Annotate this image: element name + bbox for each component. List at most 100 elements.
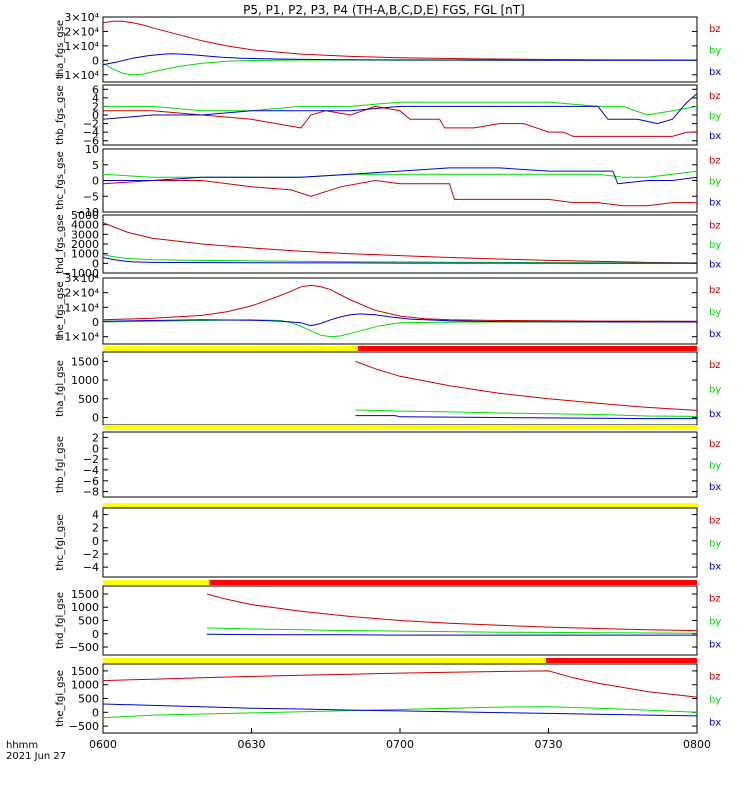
y-tick-label: 0: [92, 706, 99, 719]
y-tick-label: 0: [92, 628, 99, 641]
series-bx: [103, 313, 697, 327]
y-tick-label: 3×10⁴: [64, 11, 99, 24]
y-axis-label: tha_fgs_gse: [55, 20, 66, 79]
legend-bz: bz: [709, 439, 721, 450]
panel-thc_fgl_gse: 420−2−4 thc_fgl_gse bz by bx: [55, 503, 721, 578]
y-tick-label: −2: [83, 118, 99, 131]
series-bz: [103, 222, 697, 264]
y-tick-label: 1500: [71, 665, 99, 678]
y-axis-label: thb_fgl_gse: [55, 436, 66, 493]
y-tick-label: 3000: [71, 228, 99, 241]
panel-tha_fgl_gse: 1500 1000 500 0 tha_fgl_gse bz by bx: [55, 346, 721, 426]
chart-title: P5, P1, P2, P3, P4 (TH-A,B,C,D,E) FGS, F…: [243, 3, 525, 17]
x-tick-label: 0630: [238, 738, 266, 751]
mode-bar-slow: [103, 658, 547, 663]
y-tick-label: 5000: [71, 209, 99, 222]
y-tick-label: 0: [92, 442, 99, 455]
legend-by: by: [709, 461, 721, 472]
legend-bz: bz: [709, 24, 721, 35]
legend-bx: bx: [709, 562, 721, 573]
y-axis-label: thd_fgs_gse: [55, 214, 66, 273]
y-tick-label: −10: [76, 206, 99, 219]
legend-bx: bx: [709, 198, 721, 209]
legend-bz: bz: [709, 156, 721, 167]
y-tick-label: −1×10⁴: [55, 69, 99, 82]
legend-bz: bz: [709, 91, 721, 102]
time-axis-label: hhmm: [6, 740, 38, 751]
y-tick-label: 1000: [71, 679, 99, 692]
x-tick-label: 0700: [386, 738, 414, 751]
legend-by: by: [709, 539, 721, 550]
series-bx: [103, 93, 697, 125]
legend-by: by: [709, 111, 721, 122]
legend-by: by: [709, 177, 721, 188]
y-tick-label: −8: [83, 486, 99, 499]
series-by: [103, 101, 697, 116]
panel-frame: [102, 431, 698, 498]
series-bz: [103, 284, 697, 322]
y-tick-label: 0: [92, 257, 99, 270]
series-bz: [103, 105, 697, 137]
series-bz: [355, 360, 697, 411]
y-tick-label: 2: [92, 100, 99, 113]
mode-bar-slow: [103, 503, 697, 508]
series-by: [103, 59, 697, 76]
y-tick-label: −1000: [62, 267, 99, 280]
series-bz: [103, 179, 697, 207]
x-tick-label: 0800: [683, 738, 711, 751]
legend-bz: bz: [709, 221, 721, 232]
y-tick-label: −4: [83, 561, 99, 574]
legend-bz: bz: [709, 516, 721, 527]
y-axis-label: thd_fgl_gse: [55, 592, 66, 649]
legend-by: by: [709, 240, 721, 251]
y-tick-label: −5: [83, 190, 99, 203]
legend-bz: bz: [709, 594, 721, 605]
legend-bx: bx: [709, 67, 721, 78]
y-tick-label: −1×10⁴: [55, 331, 99, 344]
series-by: [103, 170, 697, 178]
series-bz: [206, 593, 697, 632]
mode-bar-fast: [546, 658, 697, 663]
y-tick-label: 10: [85, 143, 99, 156]
legend-by: by: [709, 307, 721, 318]
y-tick-label: 500: [78, 693, 99, 706]
y-tick-label: −500: [69, 720, 99, 733]
y-tick-label: −6: [83, 135, 99, 148]
y-tick-label: −4: [83, 464, 99, 477]
legend-bx: bx: [709, 482, 721, 493]
y-axis-label: the_fgl_gse: [55, 670, 66, 727]
series-by: [355, 409, 697, 417]
legend-by: by: [709, 695, 721, 706]
y-tick-label: 2: [92, 522, 99, 535]
y-tick-label: 3×10⁴: [64, 272, 99, 285]
legend-by: by: [709, 46, 721, 57]
y-tick-label: 0: [92, 412, 99, 425]
series-bx: [103, 167, 697, 185]
y-tick-label: −500: [69, 641, 99, 654]
legend-bx: bx: [709, 718, 721, 729]
y-tick-label: 0: [92, 109, 99, 122]
legend-bz: bz: [709, 285, 721, 296]
y-axis-label: the_fgs_gse: [55, 281, 66, 340]
y-tick-label: 0: [92, 175, 99, 188]
y-axis-label: thc_fgs_gse: [55, 151, 66, 210]
legend-bz: bz: [709, 360, 721, 371]
panel-frame: [102, 507, 698, 578]
series-bz: [103, 20, 697, 61]
mode-bar-fast: [209, 580, 698, 585]
series-bx: [355, 415, 697, 420]
panel-thc_fgs_gse: 10 5 0 −5 −10 thc_fgs_gse bz by bx: [55, 143, 721, 219]
mode-bar-slow: [103, 425, 697, 430]
y-tick-label: 2: [92, 431, 99, 444]
y-tick-label: 5: [92, 159, 99, 172]
y-tick-label: 1500: [71, 355, 99, 368]
legend-bx: bx: [709, 131, 721, 142]
y-tick-label: 500: [78, 615, 99, 628]
panel-frame: [102, 277, 698, 345]
